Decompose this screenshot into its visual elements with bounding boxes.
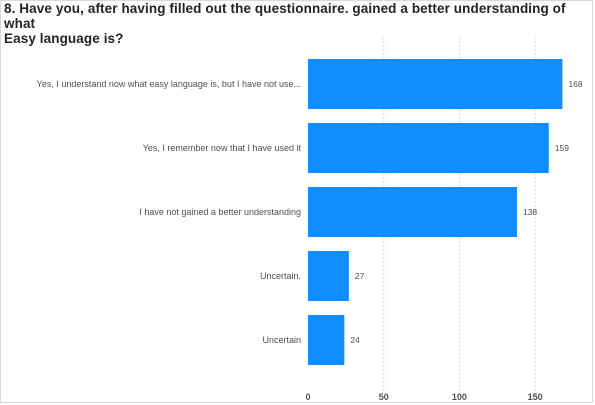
category-label-2: I have not gained a better understanding [139, 207, 301, 217]
x-tick-label-150: 150 [528, 392, 543, 402]
value-label-4: 24 [350, 335, 360, 345]
value-label-3: 27 [355, 271, 365, 281]
x-tick-label-50: 50 [379, 392, 389, 402]
chart-title-line-2: Easy language is? [4, 31, 124, 46]
category-label-4: Uncertain [262, 335, 301, 345]
value-label-1: 159 [555, 143, 569, 153]
category-label-0: Yes, I understand now what easy language… [37, 79, 301, 89]
bar-4 [308, 315, 345, 365]
value-label-0: 168 [568, 79, 582, 89]
category-label-1: Yes, I remember now that I have used it [143, 143, 302, 153]
value-label-2: 138 [523, 207, 537, 217]
bar-1 [308, 123, 549, 173]
category-label-3: Uncertain. [260, 271, 301, 281]
bar-3 [308, 251, 349, 301]
x-tick-label-100: 100 [452, 392, 467, 402]
x-tick-label-0: 0 [305, 392, 310, 402]
chart-title: 8. Have you, after having filled out the… [4, 1, 589, 46]
chart-title-line-1: 8. Have you, after having filled out the… [4, 1, 566, 31]
bar-0 [308, 59, 563, 109]
bar-2 [308, 187, 517, 237]
